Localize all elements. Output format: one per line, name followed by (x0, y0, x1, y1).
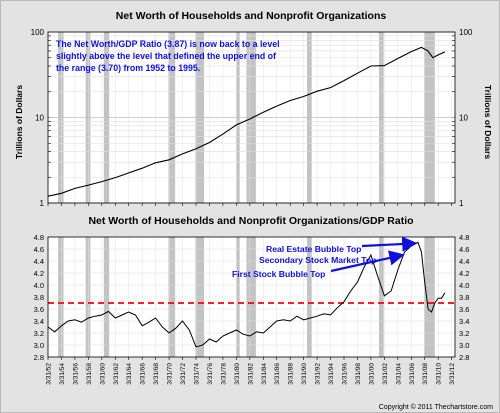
bottom-y-tick-label-right: 2.8 (459, 353, 469, 362)
bottom-y-tick-label-right: 3.4 (459, 317, 469, 326)
x-tick-label: 3/31/70 (167, 363, 174, 385)
bottom-y-tick-label-right: 4.2 (459, 269, 469, 278)
top-plot-frame (47, 31, 456, 204)
bottom-y-tick-label-left: 4.4 (34, 257, 44, 266)
bottom-annotation-label: First Stock Bubble Top (232, 269, 325, 279)
x-tick-label: 3/31/04 (395, 363, 402, 385)
top-annotation-line: slightly above the level that defined th… (56, 51, 276, 61)
bottom-y-tick-label-left: 3.6 (34, 305, 44, 314)
x-tick-label: 3/31/88 (288, 363, 295, 385)
x-tick-label: 3/31/58 (86, 363, 93, 385)
x-tick-label: 3/31/78 (220, 363, 227, 385)
annotation-arrow (361, 236, 418, 252)
bottom-y-tick-label-right: 3.6 (459, 305, 469, 314)
bottom-y-tick-label-right: 4.6 (459, 245, 469, 254)
top-annotation-line: The Net Worth/GDP Ratio (3.87) is now ba… (56, 39, 280, 49)
bottom-y-tick-label-left: 3.0 (34, 341, 44, 350)
x-tick-label: 3/31/54 (59, 363, 66, 385)
bottom-y-tick-label-right: 3.8 (459, 293, 469, 302)
x-tick-label: 3/31/94 (328, 363, 335, 385)
bottom-y-tick-label-left: 3.4 (34, 317, 44, 326)
x-tick-label: 3/31/90 (301, 363, 308, 385)
bottom-y-tick-label-left: 3.8 (34, 293, 44, 302)
x-tick-label: 3/31/82 (247, 363, 254, 385)
x-tick-label: 3/31/68 (153, 363, 160, 385)
x-tick-label: 3/31/08 (422, 363, 429, 385)
x-tick-label: 3/31/72 (180, 363, 187, 385)
x-tick-label: 3/31/74 (194, 363, 201, 385)
top-y-tick-label-left: 10 (35, 114, 44, 123)
top-chart-title: Net Worth of Households and Nonprofit Or… (116, 10, 387, 22)
x-tick-label: 3/31/98 (355, 363, 362, 385)
x-tick-label: 3/31/76 (207, 363, 214, 385)
x-tick-label: 3/31/92 (315, 363, 322, 385)
x-tick-label: 3/31/62 (113, 363, 120, 385)
x-tick-label: 3/31/86 (274, 363, 281, 385)
x-tick-label: 3/31/96 (342, 363, 349, 385)
bottom-y-tick-label-left: 2.8 (34, 353, 44, 362)
x-tick-label: 3/31/10 (436, 363, 443, 385)
top-y-tick-label-left: 100 (31, 28, 45, 37)
x-tick-label: 3/31/12 (449, 363, 456, 385)
x-tick-label: 3/31/60 (99, 363, 106, 385)
x-tick-label: 3/31/80 (234, 363, 241, 385)
top-annotation-line: the range (3.70) from 1952 to 1995. (56, 63, 200, 73)
top-y-tick-label-right: 1 (459, 199, 464, 208)
bottom-y-tick-label-right: 4.0 (459, 281, 469, 290)
top-y-axis-label-right: Trillions of Dollars (483, 85, 493, 159)
bottom-annotation-label: Secondary Stock Market Top (259, 255, 376, 265)
bottom-chart-title: Net Worth of Households and Nonprofit Or… (88, 215, 413, 227)
bottom-y-tick-label-left: 3.2 (34, 329, 44, 338)
x-tick-label: 3/31/06 (409, 363, 416, 385)
bottom-y-tick-label-right: 4.8 (459, 233, 469, 242)
bottom-y-tick-label-left: 4.0 (34, 281, 44, 290)
top-y-tick-label-right: 100 (459, 28, 473, 37)
x-tick-label: 3/31/66 (140, 363, 147, 385)
top-y-axis-label-left: Trillions of Dollars (14, 85, 24, 159)
top-y-tick-label-left: 1 (40, 199, 45, 208)
x-tick-label: 3/31/02 (382, 363, 389, 385)
bottom-y-tick-label-right: 4.4 (459, 257, 469, 266)
x-tick-label: 3/31/00 (368, 363, 375, 385)
bottom-annotation-label: Real Estate Bubble Top (266, 244, 361, 254)
bottom-y-tick-label-left: 4.2 (34, 269, 44, 278)
bottom-plot-frame (47, 236, 456, 358)
bottom-y-tick-label-left: 4.8 (34, 233, 44, 242)
bottom-y-tick-label-right: 3.2 (459, 329, 469, 338)
top-y-tick-label-right: 10 (459, 114, 468, 123)
x-tick-label: 3/31/52 (46, 363, 53, 385)
copyright-text: Copyright © 2011 Thechartstore.com (379, 403, 493, 411)
x-tick-label: 3/31/56 (72, 363, 79, 385)
top-series-line (47, 46, 446, 197)
bottom-y-tick-label-right: 3.0 (459, 341, 469, 350)
x-tick-label: 3/31/84 (261, 363, 268, 385)
x-tick-label: 3/31/64 (126, 363, 133, 385)
bottom-y-tick-label-left: 4.6 (34, 245, 44, 254)
annotation-arrow (330, 250, 405, 273)
